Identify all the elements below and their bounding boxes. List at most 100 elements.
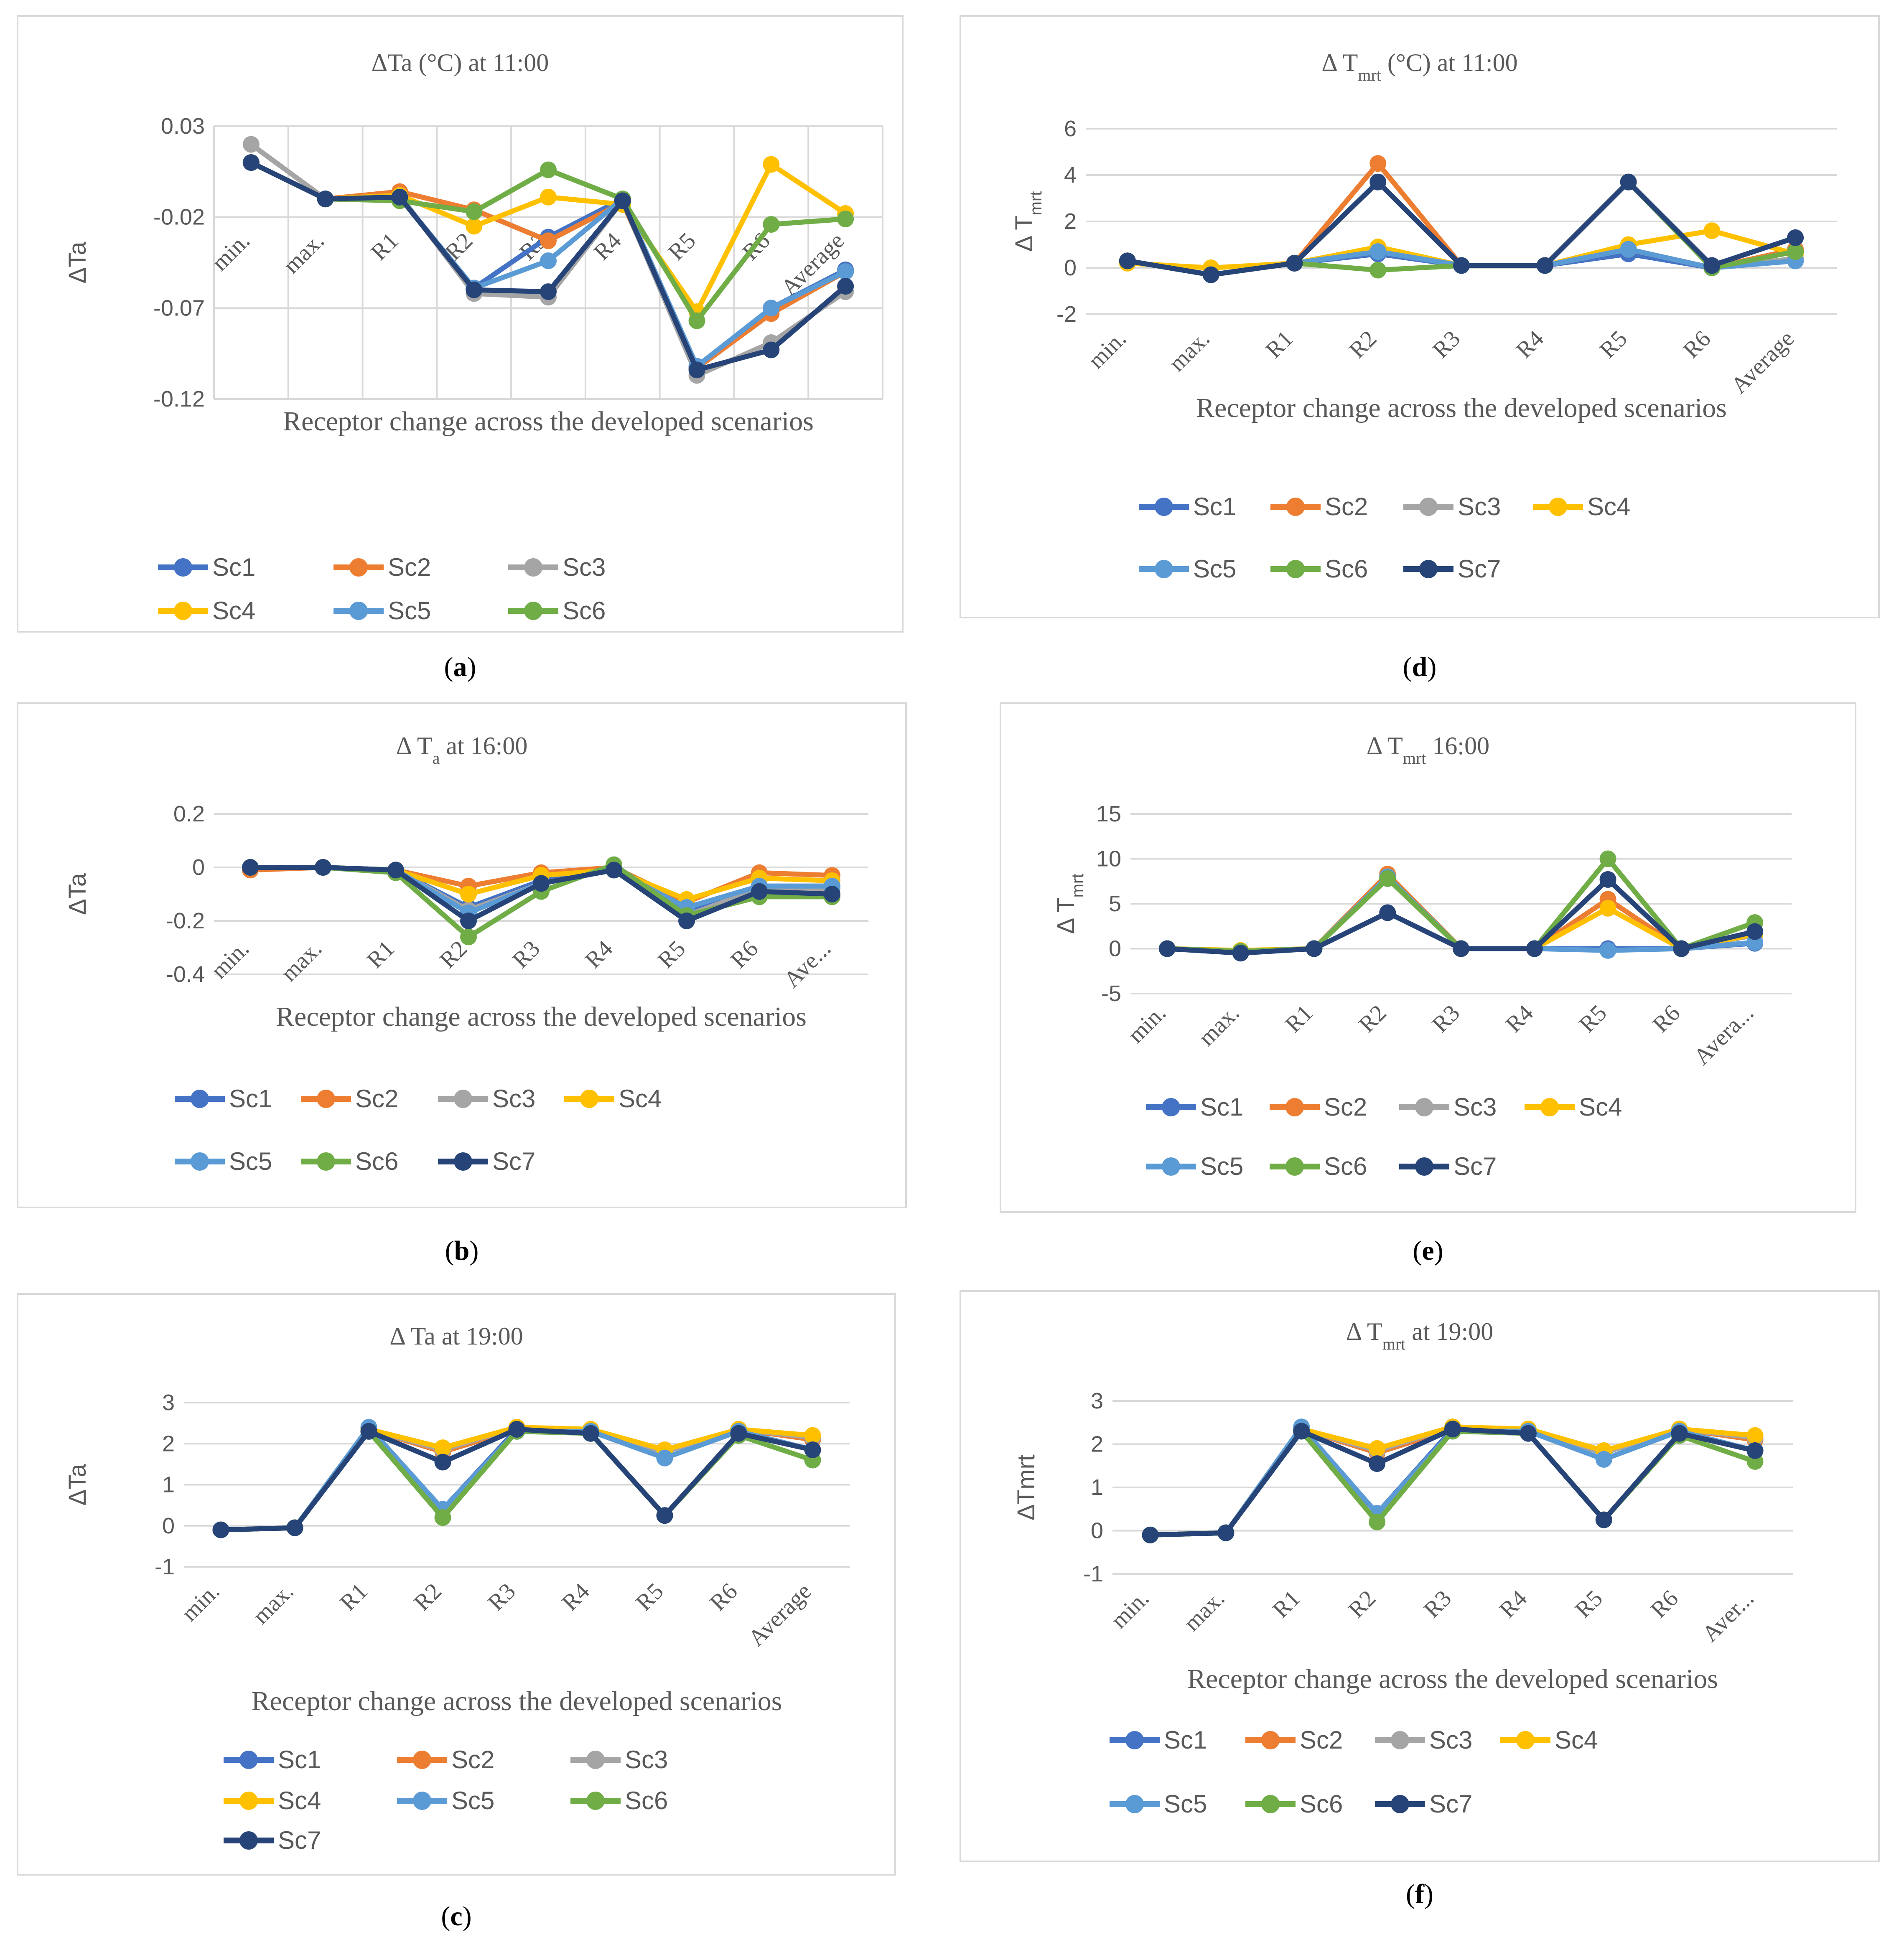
legend-item-sc2[interactable]: Sc2 [301, 1085, 398, 1113]
legend-item-sc1[interactable]: Sc1 [158, 553, 255, 581]
legend-swatch-marker [1286, 560, 1305, 578]
legend-item-sc6[interactable]: Sc6 [508, 597, 606, 625]
data-point-sc5 [1599, 942, 1616, 959]
panel-label-letter: a [453, 652, 467, 682]
data-point-sc4 [1369, 1440, 1386, 1457]
legend-item-sc2[interactable]: Sc2 [397, 1746, 494, 1774]
y-tick-label: 15 [1096, 801, 1121, 826]
legend-label: Sc6 [625, 1787, 668, 1815]
chart-title-main: Δ T [1321, 49, 1358, 76]
legend-label: Sc7 [278, 1826, 321, 1854]
legend-item-sc1[interactable]: Sc1 [1146, 1093, 1243, 1121]
legend-item-sc5[interactable]: Sc5 [1139, 555, 1236, 583]
legend-item-sc2[interactable]: Sc2 [1245, 1726, 1343, 1754]
panel-label-close: ) [463, 1901, 472, 1932]
chart-title: Δ Tmrt 16:00 [1367, 732, 1489, 768]
data-point-sc7 [1453, 940, 1469, 957]
legend-item-sc3[interactable]: Sc3 [508, 553, 606, 581]
y-tick-label: -5 [1101, 981, 1121, 1006]
data-point-sc7 [837, 278, 854, 295]
panel-label-letter: f [1415, 1879, 1425, 1909]
y-axis-title-main: Δ T [1052, 897, 1079, 934]
data-point-sc7 [1620, 173, 1637, 191]
legend-item-sc6[interactable]: Sc6 [1270, 555, 1368, 583]
legend-swatch-marker [317, 1090, 335, 1108]
legend-item-sc1[interactable]: Sc1 [175, 1085, 272, 1113]
data-point-sc7 [533, 875, 550, 892]
chart-title-sub: a [433, 749, 440, 768]
legend-swatch-marker [1261, 1795, 1280, 1813]
legend-item-sc4[interactable]: Sc4 [1500, 1726, 1598, 1754]
legend-item-sc4[interactable]: Sc4 [1533, 493, 1630, 521]
legend-label: Sc5 [1200, 1152, 1243, 1180]
data-point-sc6 [460, 928, 477, 946]
legend-item-sc5[interactable]: Sc5 [175, 1147, 272, 1175]
legend-item-sc2[interactable]: Sc2 [333, 553, 431, 581]
data-point-sc7 [730, 1425, 747, 1442]
legend-item-sc4[interactable]: Sc4 [564, 1085, 662, 1113]
legend-item-sc5[interactable]: Sc5 [333, 597, 431, 625]
y-axis-title-sub: mrt [1069, 874, 1087, 898]
legend-item-sc3[interactable]: Sc3 [570, 1746, 668, 1774]
legend-item-sc6[interactable]: Sc6 [1270, 1152, 1367, 1180]
data-point-sc4 [466, 218, 483, 235]
chart-title-main: Δ T [1367, 732, 1403, 760]
legend-item-sc7[interactable]: Sc7 [438, 1147, 535, 1175]
legend-label: Sc7 [492, 1147, 535, 1175]
legend-swatch-marker [1125, 1731, 1144, 1749]
y-tick-label: 0.03 [161, 114, 205, 139]
legend-item-sc6[interactable]: Sc6 [301, 1147, 398, 1175]
legend-item-sc7[interactable]: Sc7 [1403, 555, 1501, 583]
chart-title: Δ Ta at 19:00 [389, 1322, 523, 1350]
panel-label-open: ( [1406, 1879, 1415, 1909]
legend-item-sc2[interactable]: Sc2 [1270, 493, 1368, 521]
legend-item-sc3[interactable]: Sc3 [438, 1085, 535, 1113]
legend-item-sc5[interactable]: Sc5 [397, 1787, 494, 1815]
legend-item-sc4[interactable]: Sc4 [224, 1787, 321, 1815]
panel-label-c: (c) [441, 1901, 471, 1932]
legend-item-sc4[interactable]: Sc4 [158, 597, 255, 625]
data-point-sc5 [540, 252, 557, 269]
data-point-sc7 [804, 1441, 821, 1458]
legend-item-sc2[interactable]: Sc2 [1270, 1093, 1367, 1121]
chart-frame [960, 15, 1880, 618]
data-point-sc7 [1306, 940, 1323, 957]
legend-label: Sc3 [1453, 1093, 1497, 1121]
data-point-sc7 [212, 1521, 229, 1538]
chart-title: Δ Tmrt at 19:00 [1346, 1318, 1493, 1353]
data-point-sc4 [540, 188, 557, 206]
legend-item-sc7[interactable]: Sc7 [1399, 1152, 1497, 1180]
legend-swatch-marker [349, 602, 368, 620]
x-axis-title: Receptor change across the developed sce… [252, 1686, 782, 1716]
data-point-sc7 [1202, 266, 1219, 283]
legend-label: Sc1 [1164, 1726, 1207, 1754]
legend-item-sc1[interactable]: Sc1 [1110, 1726, 1207, 1754]
legend-item-sc7[interactable]: Sc7 [1375, 1790, 1472, 1818]
legend-item-sc5[interactable]: Sc5 [1146, 1152, 1243, 1180]
legend-item-sc3[interactable]: Sc3 [1403, 493, 1501, 521]
legend-label: Sc1 [1193, 493, 1236, 521]
legend-item-sc1[interactable]: Sc1 [224, 1746, 321, 1774]
panel-label-f: (f) [1406, 1879, 1433, 1909]
legend-item-sc1[interactable]: Sc1 [1139, 493, 1236, 521]
panel-label-letter: b [454, 1235, 470, 1266]
legend-item-sc6[interactable]: Sc6 [1245, 1790, 1343, 1818]
legend-item-sc5[interactable]: Sc5 [1110, 1790, 1207, 1818]
legend-item-sc3[interactable]: Sc3 [1399, 1093, 1497, 1121]
chart-title-rest: at 16:00 [440, 732, 527, 760]
legend-item-sc6[interactable]: Sc6 [570, 1787, 668, 1815]
data-point-sc6 [466, 203, 483, 220]
y-tick-label: 2 [1064, 209, 1077, 234]
data-point-sc7 [360, 1423, 377, 1440]
panel-label-close: ) [1424, 1879, 1433, 1909]
data-point-sc7 [286, 1519, 303, 1536]
legend-item-sc4[interactable]: Sc4 [1525, 1093, 1622, 1121]
data-point-sc7 [1520, 1425, 1537, 1442]
data-point-sc7 [824, 886, 840, 902]
legend-label: Sc6 [1300, 1790, 1343, 1818]
y-tick-label: 3 [162, 1390, 175, 1415]
legend-swatch-marker [239, 1831, 258, 1850]
chart-title-sub: mrt [1403, 749, 1426, 768]
legend-item-sc3[interactable]: Sc3 [1375, 1726, 1472, 1754]
legend-item-sc7[interactable]: Sc7 [224, 1826, 321, 1854]
